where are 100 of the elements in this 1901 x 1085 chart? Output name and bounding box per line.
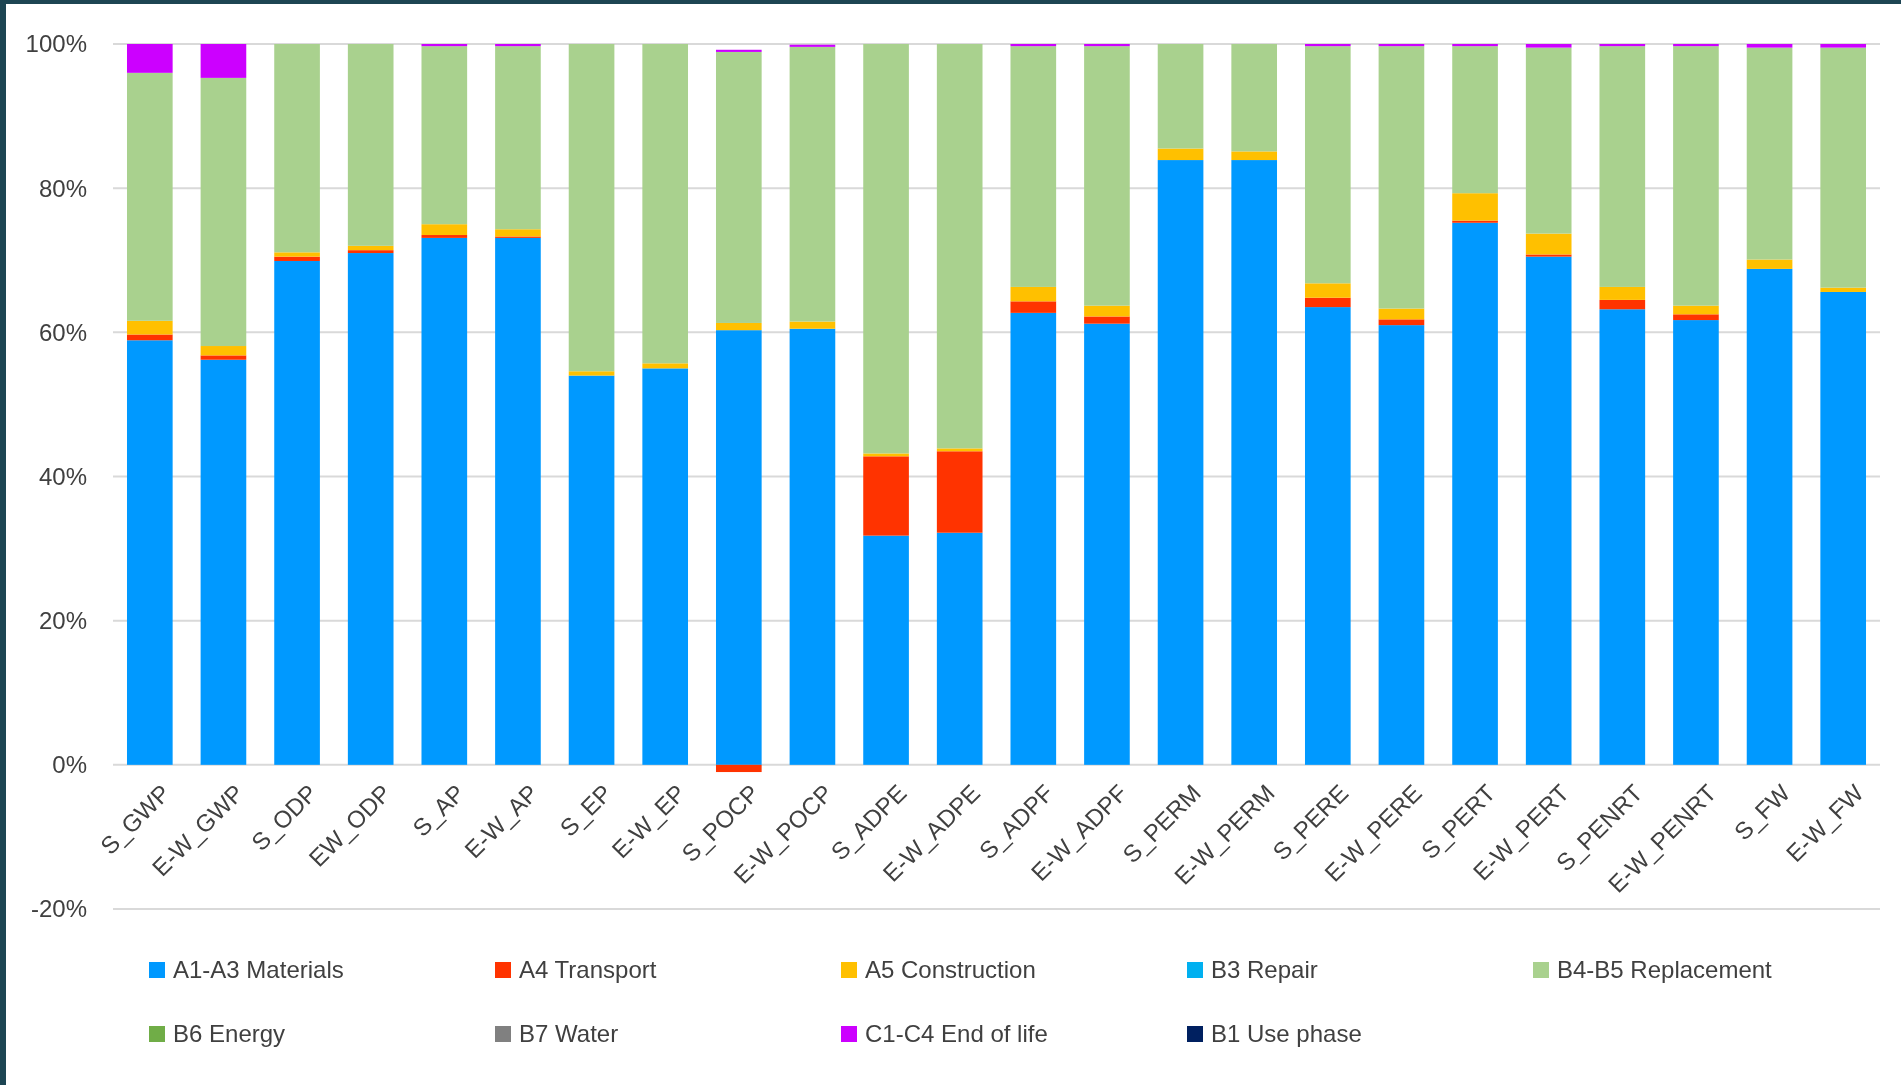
bar bbox=[274, 252, 320, 257]
bar bbox=[863, 456, 909, 536]
bar bbox=[715, 51, 762, 323]
bar bbox=[789, 328, 836, 765]
bar bbox=[863, 535, 909, 765]
bar bbox=[1378, 44, 1425, 47]
bar bbox=[568, 371, 615, 376]
legend-label: C1-C4 End of life bbox=[865, 1020, 1048, 1048]
bar bbox=[1010, 286, 1057, 302]
y-tick-label: -20% bbox=[30, 895, 87, 923]
bar bbox=[1452, 46, 1498, 194]
bar bbox=[936, 532, 983, 765]
bar bbox=[568, 44, 615, 372]
legend-label: B7 Water bbox=[519, 1020, 619, 1048]
y-tick-label: 20% bbox=[38, 607, 87, 635]
bar bbox=[1452, 220, 1498, 223]
bar bbox=[1157, 160, 1204, 765]
bar bbox=[1084, 316, 1130, 324]
y-tick-label: 80% bbox=[38, 174, 87, 202]
bar bbox=[495, 46, 541, 230]
bar bbox=[126, 72, 173, 321]
bar bbox=[568, 375, 615, 765]
bar bbox=[1820, 47, 1867, 288]
bar bbox=[126, 340, 173, 765]
bar bbox=[1010, 46, 1057, 287]
bar bbox=[1378, 319, 1425, 326]
bar bbox=[200, 359, 247, 765]
bar bbox=[1599, 46, 1646, 287]
bar bbox=[347, 245, 394, 251]
bar bbox=[1525, 256, 1572, 765]
bar bbox=[1378, 308, 1425, 320]
bar bbox=[200, 355, 247, 360]
legend-label: B4-B5 Replacement bbox=[1557, 956, 1773, 984]
bar bbox=[1599, 309, 1646, 765]
bar bbox=[1304, 283, 1351, 298]
bar bbox=[1452, 222, 1498, 765]
bar bbox=[1599, 286, 1646, 300]
bar bbox=[421, 224, 468, 236]
bar bbox=[495, 229, 541, 237]
bar bbox=[1231, 44, 1278, 152]
bar bbox=[789, 321, 836, 329]
bar bbox=[421, 44, 468, 47]
bar bbox=[1525, 44, 1572, 48]
bar bbox=[1084, 46, 1130, 306]
bar bbox=[1304, 46, 1351, 284]
legend-label: B1 Use phase bbox=[1211, 1020, 1362, 1048]
bar bbox=[1378, 46, 1425, 309]
bar bbox=[1673, 46, 1719, 306]
bar bbox=[1010, 44, 1057, 47]
bar bbox=[789, 44, 836, 47]
bar bbox=[274, 260, 320, 765]
bar bbox=[642, 363, 689, 369]
bar bbox=[1599, 44, 1646, 47]
y-tick-label: 100% bbox=[25, 30, 87, 58]
bar bbox=[1525, 47, 1572, 234]
bar bbox=[347, 250, 394, 254]
bar bbox=[1525, 233, 1572, 255]
bar bbox=[642, 44, 689, 364]
bar bbox=[715, 49, 762, 52]
bar bbox=[1673, 314, 1719, 321]
bar bbox=[1378, 325, 1425, 765]
bar bbox=[200, 44, 247, 78]
bar bbox=[274, 44, 320, 253]
bar bbox=[200, 346, 247, 356]
bar bbox=[1231, 151, 1278, 161]
bar bbox=[936, 448, 983, 452]
legend-label: A1-A3 Materials bbox=[173, 956, 344, 984]
bar bbox=[1599, 299, 1646, 310]
bar bbox=[1746, 259, 1793, 269]
y-tick-label: 40% bbox=[38, 462, 87, 490]
bar bbox=[1304, 297, 1351, 308]
bar bbox=[1084, 323, 1130, 765]
bar bbox=[421, 237, 468, 765]
bar bbox=[715, 764, 762, 773]
legend-label: A5 Construction bbox=[865, 956, 1036, 984]
bar bbox=[1673, 305, 1719, 315]
bar bbox=[863, 453, 909, 457]
bar bbox=[200, 77, 247, 347]
bar bbox=[642, 368, 689, 765]
bar bbox=[789, 46, 836, 322]
bar bbox=[715, 330, 762, 765]
bar bbox=[1084, 44, 1130, 47]
legend-label: B6 Energy bbox=[173, 1020, 286, 1048]
bar bbox=[1746, 44, 1793, 48]
bar bbox=[1452, 193, 1498, 221]
bar bbox=[1157, 148, 1204, 161]
bar bbox=[1452, 44, 1498, 47]
y-tick-label: 60% bbox=[38, 318, 87, 346]
bar bbox=[1525, 254, 1572, 257]
legend-label: A4 Transport bbox=[519, 956, 657, 984]
bar bbox=[715, 322, 762, 331]
bar bbox=[1010, 312, 1057, 765]
bar bbox=[1304, 44, 1351, 47]
legend-label: B3 Repair bbox=[1211, 956, 1318, 984]
bar bbox=[274, 256, 320, 261]
bar bbox=[126, 320, 173, 335]
bar bbox=[495, 44, 541, 47]
bar bbox=[421, 235, 468, 238]
bar bbox=[126, 44, 173, 73]
bar bbox=[347, 253, 394, 765]
